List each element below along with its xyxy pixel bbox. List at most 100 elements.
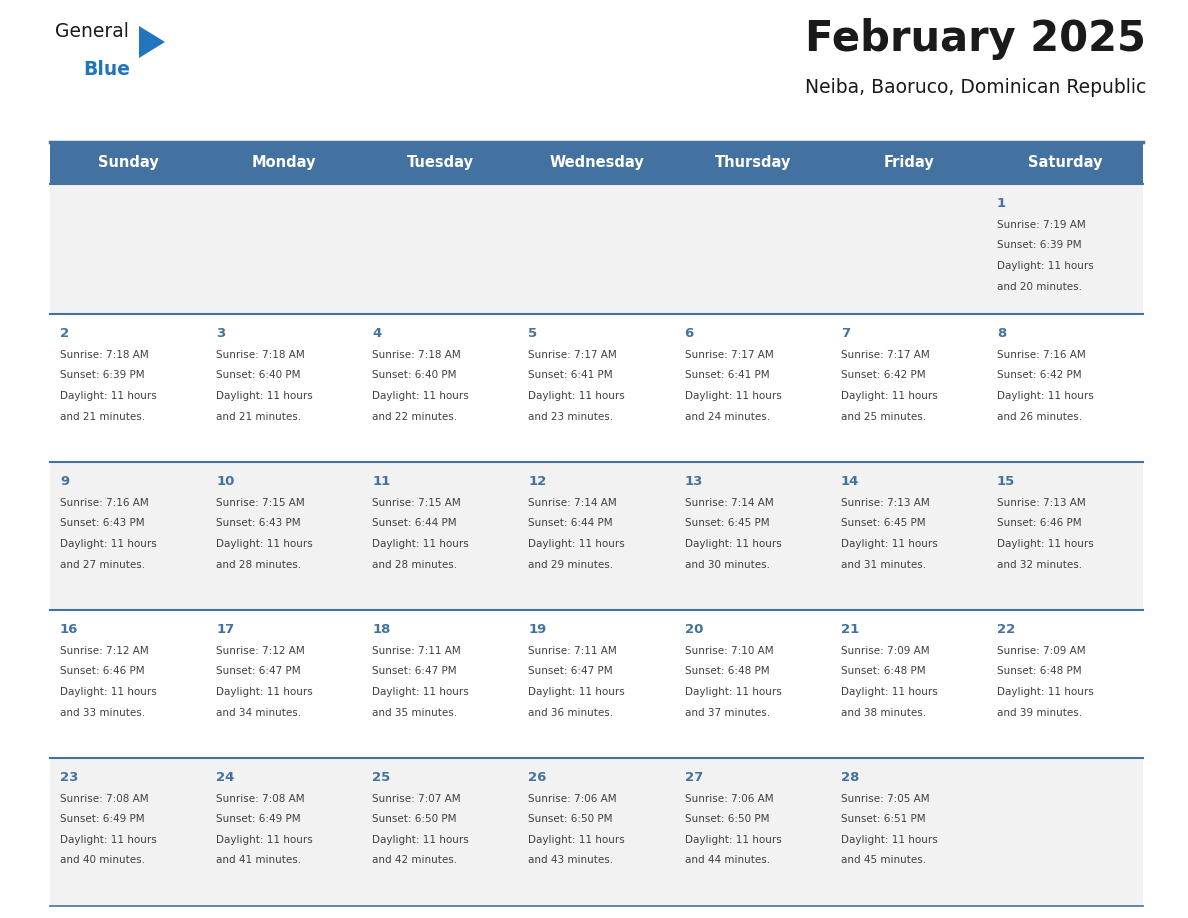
Text: Daylight: 11 hours: Daylight: 11 hours	[372, 835, 469, 845]
Text: and 23 minutes.: and 23 minutes.	[529, 411, 613, 421]
Text: and 34 minutes.: and 34 minutes.	[216, 708, 302, 718]
Text: 24: 24	[216, 771, 234, 784]
Text: Sunrise: 7:06 AM: Sunrise: 7:06 AM	[529, 794, 617, 804]
Text: Sunrise: 7:17 AM: Sunrise: 7:17 AM	[529, 350, 618, 360]
Text: 4: 4	[372, 327, 381, 340]
Text: and 29 minutes.: and 29 minutes.	[529, 559, 613, 569]
Text: Sunset: 6:42 PM: Sunset: 6:42 PM	[841, 371, 925, 380]
Text: and 36 minutes.: and 36 minutes.	[529, 708, 613, 718]
Text: Daylight: 11 hours: Daylight: 11 hours	[372, 539, 469, 549]
Text: Sunrise: 7:06 AM: Sunrise: 7:06 AM	[684, 794, 773, 804]
Text: Sunset: 6:45 PM: Sunset: 6:45 PM	[684, 519, 769, 529]
Text: 13: 13	[684, 475, 703, 488]
Text: 12: 12	[529, 475, 546, 488]
Text: Sunset: 6:43 PM: Sunset: 6:43 PM	[216, 519, 301, 529]
Text: Sunset: 6:48 PM: Sunset: 6:48 PM	[684, 666, 769, 677]
Text: Sunrise: 7:18 AM: Sunrise: 7:18 AM	[61, 350, 148, 360]
Text: 2: 2	[61, 327, 69, 340]
Text: Daylight: 11 hours: Daylight: 11 hours	[684, 391, 782, 401]
Text: Sunset: 6:49 PM: Sunset: 6:49 PM	[216, 814, 301, 824]
Text: Daylight: 11 hours: Daylight: 11 hours	[684, 539, 782, 549]
Text: Sunrise: 7:19 AM: Sunrise: 7:19 AM	[997, 220, 1086, 230]
Text: and 24 minutes.: and 24 minutes.	[684, 411, 770, 421]
Text: Daylight: 11 hours: Daylight: 11 hours	[529, 687, 625, 697]
Text: Daylight: 11 hours: Daylight: 11 hours	[997, 391, 1094, 401]
Text: Daylight: 11 hours: Daylight: 11 hours	[216, 687, 312, 697]
Text: 11: 11	[372, 475, 391, 488]
Text: 9: 9	[61, 475, 69, 488]
Text: and 31 minutes.: and 31 minutes.	[841, 559, 925, 569]
Text: 16: 16	[61, 623, 78, 636]
Text: Sunset: 6:47 PM: Sunset: 6:47 PM	[372, 666, 457, 677]
Text: Sunset: 6:44 PM: Sunset: 6:44 PM	[372, 519, 457, 529]
Text: and 30 minutes.: and 30 minutes.	[684, 559, 770, 569]
Text: Sunrise: 7:16 AM: Sunrise: 7:16 AM	[61, 498, 148, 508]
Text: 27: 27	[684, 771, 703, 784]
Text: and 32 minutes.: and 32 minutes.	[997, 559, 1082, 569]
Text: Daylight: 11 hours: Daylight: 11 hours	[841, 391, 937, 401]
Bar	[50, 462, 1143, 610]
Text: and 28 minutes.: and 28 minutes.	[372, 559, 457, 569]
Text: Daylight: 11 hours: Daylight: 11 hours	[61, 391, 157, 401]
Text: Sunrise: 7:18 AM: Sunrise: 7:18 AM	[372, 350, 461, 360]
Text: and 27 minutes.: and 27 minutes.	[61, 559, 145, 569]
Text: Daylight: 11 hours: Daylight: 11 hours	[684, 687, 782, 697]
Text: Neiba, Baoruco, Dominican Republic: Neiba, Baoruco, Dominican Republic	[804, 78, 1146, 97]
Bar	[50, 758, 1143, 906]
Text: 23: 23	[61, 771, 78, 784]
Text: Sunset: 6:41 PM: Sunset: 6:41 PM	[684, 371, 769, 380]
Text: and 35 minutes.: and 35 minutes.	[372, 708, 457, 718]
Text: 8: 8	[997, 327, 1006, 340]
Text: Wednesday: Wednesday	[549, 155, 644, 171]
Text: Sunset: 6:39 PM: Sunset: 6:39 PM	[61, 371, 145, 380]
Text: Sunrise: 7:05 AM: Sunrise: 7:05 AM	[841, 794, 929, 804]
Text: Sunset: 6:42 PM: Sunset: 6:42 PM	[997, 371, 1081, 380]
Text: Sunrise: 7:15 AM: Sunrise: 7:15 AM	[372, 498, 461, 508]
Text: 15: 15	[997, 475, 1015, 488]
Text: Sunrise: 7:08 AM: Sunrise: 7:08 AM	[216, 794, 305, 804]
Text: Sunset: 6:50 PM: Sunset: 6:50 PM	[529, 814, 613, 824]
Text: Daylight: 11 hours: Daylight: 11 hours	[216, 539, 312, 549]
Text: Sunset: 6:46 PM: Sunset: 6:46 PM	[61, 666, 145, 677]
Text: Daylight: 11 hours: Daylight: 11 hours	[684, 835, 782, 845]
Text: Sunrise: 7:17 AM: Sunrise: 7:17 AM	[841, 350, 929, 360]
Text: 5: 5	[529, 327, 537, 340]
Bar	[50, 142, 1143, 184]
Text: Sunrise: 7:09 AM: Sunrise: 7:09 AM	[841, 646, 929, 656]
Text: and 33 minutes.: and 33 minutes.	[61, 708, 145, 718]
Text: and 40 minutes.: and 40 minutes.	[61, 856, 145, 866]
Text: Sunset: 6:40 PM: Sunset: 6:40 PM	[216, 371, 301, 380]
Text: Sunset: 6:44 PM: Sunset: 6:44 PM	[529, 519, 613, 529]
Text: Sunrise: 7:07 AM: Sunrise: 7:07 AM	[372, 794, 461, 804]
Text: 18: 18	[372, 623, 391, 636]
Text: and 21 minutes.: and 21 minutes.	[61, 411, 145, 421]
Text: Sunrise: 7:18 AM: Sunrise: 7:18 AM	[216, 350, 305, 360]
Text: and 45 minutes.: and 45 minutes.	[841, 856, 925, 866]
Text: 1: 1	[997, 197, 1006, 210]
Text: 7: 7	[841, 327, 849, 340]
Bar	[50, 610, 1143, 758]
Text: Sunrise: 7:08 AM: Sunrise: 7:08 AM	[61, 794, 148, 804]
Text: Daylight: 11 hours: Daylight: 11 hours	[841, 687, 937, 697]
Text: and 41 minutes.: and 41 minutes.	[216, 856, 302, 866]
Text: Sunset: 6:47 PM: Sunset: 6:47 PM	[529, 666, 613, 677]
Text: and 43 minutes.: and 43 minutes.	[529, 856, 613, 866]
Text: Sunset: 6:39 PM: Sunset: 6:39 PM	[997, 241, 1081, 251]
Text: Saturday: Saturday	[1028, 155, 1102, 171]
Text: and 20 minutes.: and 20 minutes.	[997, 282, 1082, 292]
Text: 17: 17	[216, 623, 234, 636]
Text: Sunset: 6:50 PM: Sunset: 6:50 PM	[372, 814, 456, 824]
Text: 21: 21	[841, 623, 859, 636]
Text: Sunrise: 7:15 AM: Sunrise: 7:15 AM	[216, 498, 305, 508]
Text: Monday: Monday	[252, 155, 316, 171]
Text: Sunset: 6:49 PM: Sunset: 6:49 PM	[61, 814, 145, 824]
Text: and 39 minutes.: and 39 minutes.	[997, 708, 1082, 718]
Text: 25: 25	[372, 771, 391, 784]
Polygon shape	[139, 26, 165, 58]
Text: Sunset: 6:51 PM: Sunset: 6:51 PM	[841, 814, 925, 824]
Text: Daylight: 11 hours: Daylight: 11 hours	[372, 687, 469, 697]
Text: 14: 14	[841, 475, 859, 488]
Text: and 28 minutes.: and 28 minutes.	[216, 559, 302, 569]
Text: Sunset: 6:41 PM: Sunset: 6:41 PM	[529, 371, 613, 380]
Text: Sunrise: 7:09 AM: Sunrise: 7:09 AM	[997, 646, 1086, 656]
